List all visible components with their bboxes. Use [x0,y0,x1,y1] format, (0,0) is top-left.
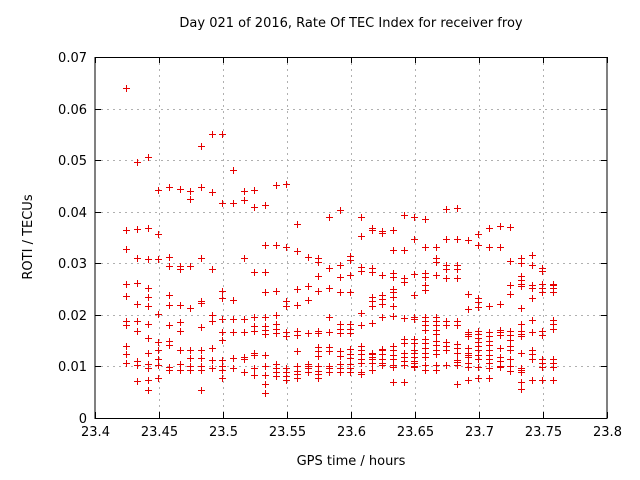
axes [94,57,608,419]
y-tick-label: 0.07 [58,51,87,66]
x-tick-label: 23.55 [269,425,306,440]
y-tick-label: 0 [79,412,87,427]
x-tick-label: 23.7 [465,425,494,440]
data-points [123,85,557,397]
y-tick-label: 0.04 [58,206,87,221]
tick-labels: 23.4 23.45 23.5 23.55 23.6 23.65 23.7 23.75 23.8… [58,51,622,440]
y-tick-label: 0.06 [58,103,87,118]
y-tick-label: 0.03 [58,257,87,272]
x-tick-label: 23.5 [209,425,238,440]
x-tick-label: 23.75 [525,425,562,440]
y-tick-label: 0.01 [58,360,87,375]
x-tick-label: 23.6 [337,425,366,440]
data-points-path [123,85,557,397]
x-tick-label: 23.8 [593,425,622,440]
chart-title: Day 021 of 2016, Rate Of TEC Index for r… [179,16,523,31]
x-tick-label: 23.4 [81,425,110,440]
y-axis-label: ROTI / TECUs [21,194,36,279]
x-axis-label: GPS time / hours [297,454,406,469]
y-tick-label: 0.05 [58,154,87,169]
y-tick-label: 0.02 [58,309,87,324]
x-tick-label: 23.65 [397,425,434,440]
x-tick-label: 23.45 [141,425,178,440]
